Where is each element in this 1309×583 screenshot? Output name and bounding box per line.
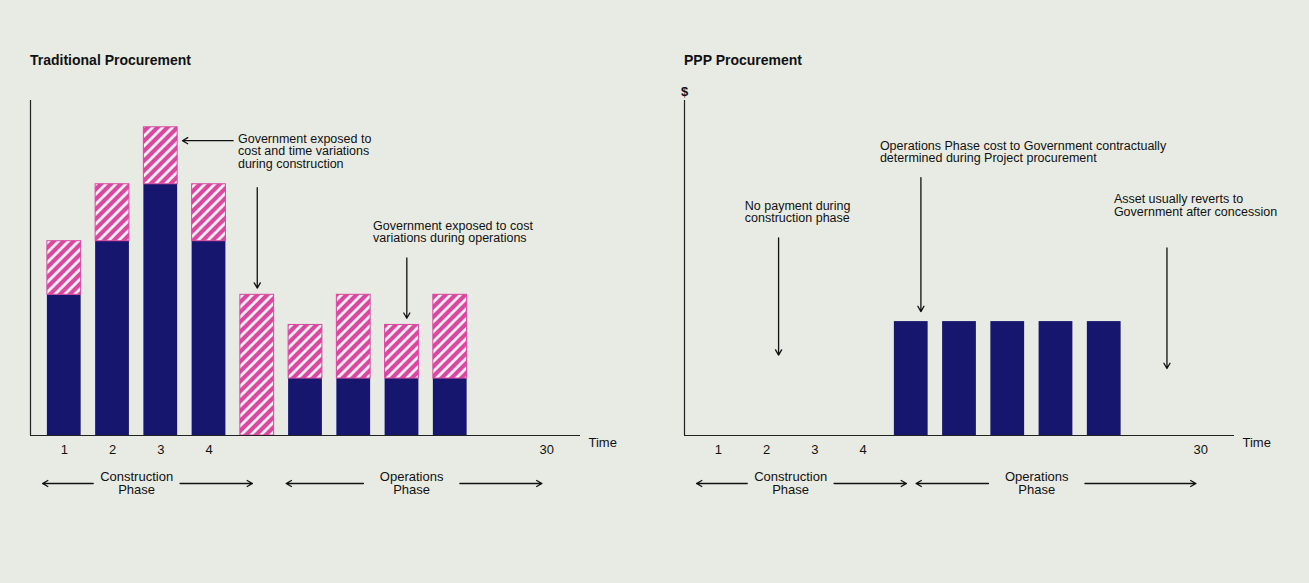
svg-text:2: 2: [763, 442, 770, 457]
svg-text:Asset usually reverts toGovern: Asset usually reverts toGovernment after…: [1114, 192, 1277, 219]
svg-text:1: 1: [61, 442, 68, 457]
svg-text:ConstructionPhase: ConstructionPhase: [754, 469, 827, 497]
html-text:Traditional Procurement: Traditional Procurement: [30, 52, 191, 68]
svg-text:ConstructionPhase: ConstructionPhase: [100, 469, 173, 497]
svg-text:Time: Time: [589, 435, 617, 450]
svg-text:3: 3: [811, 442, 818, 457]
svg-text:1: 1: [715, 442, 722, 457]
svg-text:30: 30: [539, 442, 553, 457]
html-text:PPP Procurement: PPP Procurement: [684, 52, 802, 68]
svg-text:Government exposed to costvari: Government exposed to costvariations dur…: [373, 219, 533, 246]
svg-text:3: 3: [157, 442, 164, 457]
svg-text:Government exposed tocost and: Government exposed tocost and time varia…: [238, 132, 371, 171]
svg-text:30: 30: [1193, 442, 1207, 457]
svg-text:No payment duringconstruction: No payment duringconstruction phase: [745, 199, 851, 226]
svg-text:Operations Phase cost to Gover: Operations Phase cost to Government cont…: [880, 139, 1167, 166]
svg-text:OperationsPhase: OperationsPhase: [380, 469, 444, 497]
svg-text:4: 4: [205, 442, 212, 457]
svg-text:$: $: [681, 84, 689, 99]
svg-text:4: 4: [859, 442, 866, 457]
svg-text:OperationsPhase: OperationsPhase: [1005, 469, 1069, 497]
svg-text:2: 2: [109, 442, 116, 457]
svg-text:Time: Time: [1243, 435, 1271, 450]
